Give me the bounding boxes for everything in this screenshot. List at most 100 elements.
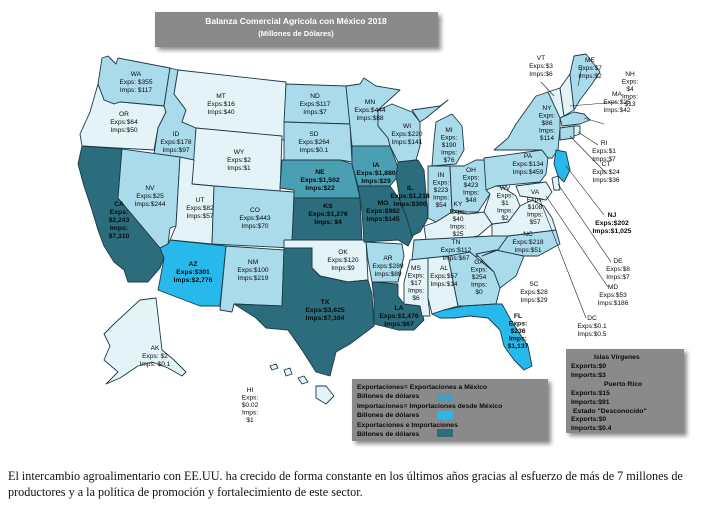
label-nc-value: Exps:$218 [512, 239, 543, 246]
label-wv-value: $2 [501, 215, 509, 222]
label-ct-value: Exps:$24 [592, 169, 620, 176]
state-tx[interactable] [233, 247, 375, 377]
label-nd-value: Imps:$7 [303, 109, 327, 116]
label-ia-value: Exps:$1,880 [356, 170, 396, 177]
label-dc-code: DC [587, 315, 597, 322]
label-nm-value: Exps:$100 [237, 267, 268, 274]
label-dc-value: Imps:$0.5 [578, 331, 607, 338]
label-pa-value: Exps:$134 [512, 161, 543, 168]
label-ut-value: Imps:$57 [186, 213, 213, 220]
label-mo-value: Exps:$982 [366, 208, 400, 215]
legend-exports-label: Exportaciones= Exportaciones a México [357, 384, 487, 391]
title-box: Balanza Comercial Agrícola con México 20… [155, 12, 438, 47]
label-hi-code: HI [247, 387, 254, 394]
label-mt-value: Exps:$16 [207, 101, 235, 108]
label-nm-code: NM [248, 259, 258, 266]
label-wv-code: WV [500, 185, 511, 192]
label-ne-value: Exps:$1,502 [300, 177, 340, 184]
label-mi-value: Imps: [441, 150, 457, 157]
state-de[interactable] [551, 175, 561, 191]
label-ri-value: Exps:$1 [592, 148, 616, 155]
state-nc[interactable] [481, 229, 561, 257]
label-mi-value: Exps: [441, 135, 458, 142]
state-ar[interactable] [365, 241, 405, 283]
label-nc-value: Imps:$51 [514, 247, 541, 254]
label-sd-value: Exps:$264 [298, 139, 329, 146]
territory-vi-exports: Exports:$0 [571, 363, 606, 370]
label-wy-value: Exps:$2 [227, 157, 251, 164]
label-wy-code: WY [234, 149, 245, 156]
label-nd-code: ND [310, 93, 320, 100]
state-wv[interactable] [483, 185, 521, 225]
label-ga-code: GA [474, 259, 484, 266]
territory-unknown-title: Estado "Desconocido" [573, 408, 647, 415]
territory-pr-imports: Imports:$91 [571, 399, 610, 406]
state-ak[interactable] [103, 297, 187, 385]
state-hi[interactable] [269, 363, 335, 405]
map-title: Balanza Comercial Agrícola con México 20… [205, 16, 387, 26]
label-fl-value: $236 [510, 328, 525, 335]
state-il[interactable] [395, 159, 429, 237]
label-ny-code: NY [542, 105, 552, 112]
label-mi-code: MI [445, 127, 452, 134]
label-ak-value: Imps: $0.1 [140, 361, 171, 368]
label-ms-value: $17 [410, 280, 421, 287]
label-ga-value: $0 [475, 289, 483, 296]
state-nj[interactable] [553, 149, 571, 183]
label-ms-value: Exps: [408, 273, 425, 280]
label-wi-value: Exps:$220 [391, 131, 422, 138]
label-wa-value: Exps: $355 [120, 79, 153, 86]
label-ky-value: $25 [452, 231, 463, 238]
label-in-code: IN [438, 172, 445, 179]
label-nd-value: Exps:$117 [300, 101, 331, 108]
label-sc-value: Imps:$29 [520, 297, 547, 304]
label-wv-value: Exps: [497, 193, 514, 200]
state-ri[interactable] [573, 125, 581, 137]
label-ca-value: $2,243 [109, 217, 130, 224]
legend-both-unit: Billones de dólares [357, 431, 420, 438]
state-sd[interactable] [283, 121, 353, 163]
label-ga-value: Imps: [471, 282, 487, 289]
label-sd-code: SD [309, 131, 318, 138]
label-ny-value: Exps: [539, 113, 556, 120]
label-il-value: Exps:$1,218 [390, 193, 430, 200]
label-nh-value: $4 [626, 86, 634, 93]
label-ca-code: CA [114, 201, 124, 208]
label-pa-code: PA [524, 153, 533, 160]
territory-vi-imports: Imports:$3 [571, 372, 606, 379]
label-az-value: Exps:$301 [176, 269, 210, 276]
label-mt-code: MT [216, 93, 226, 100]
label-tn-value: Imps:$67 [442, 255, 469, 262]
label-fl-code: FL [514, 313, 522, 320]
label-nc-code: NC [523, 231, 533, 238]
label-tn-code: TN [452, 239, 461, 246]
label-ny-value: $86 [541, 120, 552, 127]
state-md[interactable] [515, 181, 553, 201]
label-me-value: Imps:$2 [578, 73, 602, 80]
label-md-code: MD [608, 284, 618, 291]
label-ky-value: Exps: [450, 209, 467, 216]
legend-imports-label: Importaciones= Importaciones desde Méxic… [357, 403, 502, 410]
label-ca-value: Exps: [110, 209, 129, 216]
state-mi[interactable] [411, 99, 465, 167]
state-fl[interactable] [431, 303, 533, 371]
label-ca-value: $7,310 [109, 233, 130, 240]
territory-pr-exports: Exports:$15 [571, 390, 610, 397]
label-sd-value: Imps:$0.1 [300, 147, 329, 154]
label-oh-code: OH [466, 167, 476, 174]
label-pa-value: Imps:$459 [513, 169, 544, 176]
legend-swatch-both [437, 429, 453, 437]
state-me[interactable] [569, 53, 601, 111]
label-dc-value: Exps:$0.1 [577, 323, 607, 330]
map-subtitle: (Millones de Dólares) [258, 29, 334, 38]
label-oh-value: $48 [465, 197, 476, 204]
label-tn-value: Exps:$112 [441, 247, 472, 254]
label-hi-value: $0.02 [242, 402, 259, 409]
label-mo-code: MO [378, 200, 389, 207]
label-la-code: LA [394, 305, 403, 312]
state-la[interactable] [371, 281, 425, 331]
territory-pr-title: Puerto Rico [604, 381, 642, 388]
label-ga-value: $254 [472, 274, 487, 281]
label-or-value: Imps:$50 [110, 127, 137, 134]
label-in-value: Imps: [433, 195, 449, 202]
